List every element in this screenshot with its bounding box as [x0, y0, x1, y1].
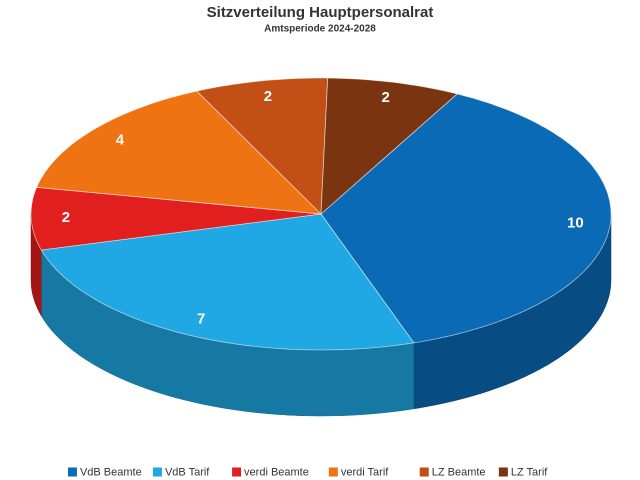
pie-slice — [196, 77, 329, 215]
data-label: 2 — [381, 89, 389, 106]
pie-slice — [320, 93, 612, 344]
legend-swatch — [232, 467, 242, 477]
legend-label: VdB Beamte — [80, 466, 142, 478]
legend-label: verdi Tarif — [341, 466, 389, 478]
legend-swatch — [419, 467, 429, 477]
legend-swatch — [152, 467, 162, 477]
chart-title: Sitzverteilung Hauptpersonalrat — [207, 4, 434, 21]
legend-label: LZ Beamte — [432, 466, 486, 478]
legend-swatch — [67, 467, 77, 477]
data-label: 2 — [264, 88, 272, 105]
legend: VdB Beamte VdB Tarif verdi Beamte verdi Tar… — [67, 466, 548, 478]
legend-label: verdi Beamte — [244, 466, 309, 478]
legend-label: LZ Tarif — [511, 466, 548, 478]
chart-subtitle: Amtsperiode 2024-2028 — [264, 24, 376, 35]
data-label: 7 — [197, 311, 205, 328]
data-label: 4 — [116, 131, 125, 148]
pie-slice — [30, 186, 322, 251]
pie-slice — [36, 90, 323, 215]
pie-labels: 10 7 2 4 2 2 — [62, 88, 584, 328]
pie-slice — [320, 77, 458, 215]
data-label: 10 — [567, 215, 584, 232]
legend-label: VdB Tarif — [165, 466, 210, 478]
legend-swatch — [498, 467, 508, 477]
pie-tops — [30, 77, 612, 351]
data-label: 2 — [62, 209, 70, 226]
legend-swatch — [328, 467, 338, 477]
pie-slice — [40, 213, 415, 351]
